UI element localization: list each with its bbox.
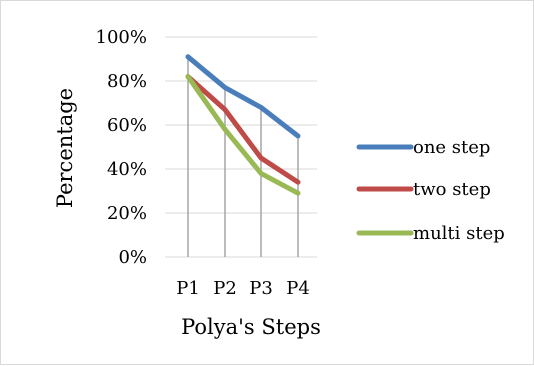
legend: one step two step multi step (359, 137, 505, 244)
legend-label-one-step: one step (413, 137, 490, 158)
x-axis-title: Polya's Steps (181, 315, 321, 339)
y-axis-title: Percentage (53, 88, 77, 208)
y-tick-label: 20% (107, 203, 147, 224)
legend-label-two-step: two step (413, 179, 491, 200)
y-tick-label: 0% (118, 247, 147, 268)
y-tick-label: 80% (107, 71, 147, 92)
y-axis-ticks: 0% 20% 40% 60% 80% 100% (96, 27, 147, 268)
series-line-two-step (188, 77, 298, 183)
drop-lines (188, 57, 298, 257)
y-tick-label: 60% (107, 115, 147, 136)
y-tick-label: 40% (107, 159, 147, 180)
legend-label-multi-step: multi step (413, 223, 505, 244)
y-tick-label: 100% (96, 27, 147, 48)
x-tick-label-p2: P2 (213, 278, 237, 299)
x-axis-ticks: P1 P2 P3 P4 (176, 278, 310, 299)
x-tick-label-p1: P1 (176, 278, 200, 299)
x-tick-label-p3: P3 (249, 278, 273, 299)
x-tick-label-p4: P4 (286, 278, 310, 299)
